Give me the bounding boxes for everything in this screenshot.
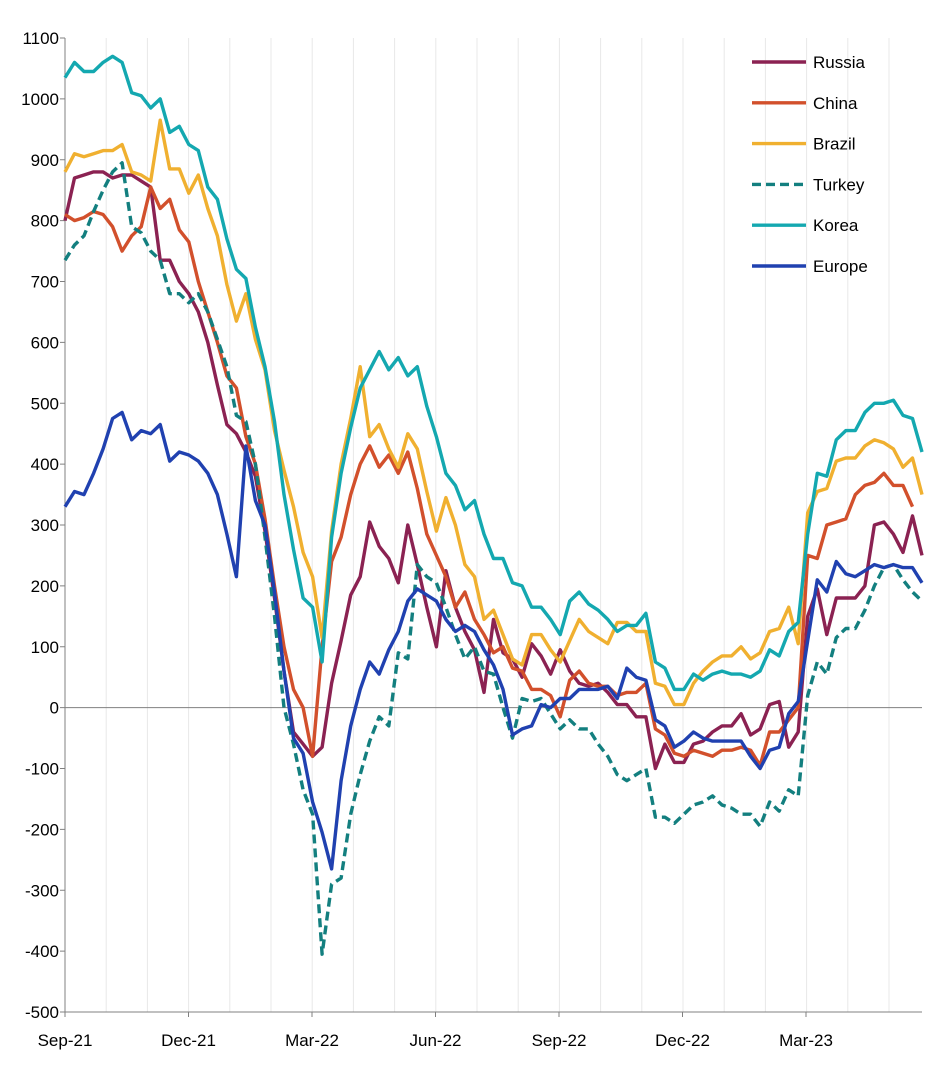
y-axis: 110010009008007006005004003002001000-100…	[21, 29, 922, 1022]
y-tick-label: 600	[31, 333, 59, 352]
series-line-russia	[63, 170, 924, 771]
y-tick-label: 800	[31, 212, 59, 231]
legend-label-turkey: Turkey	[813, 175, 865, 194]
x-tick-label: Dec-21	[161, 1031, 216, 1050]
series-line-europe	[63, 410, 924, 871]
y-tick-label: 300	[31, 516, 59, 535]
series-line-korea	[63, 54, 924, 692]
legend-label-brazil: Brazil	[813, 135, 856, 154]
y-tick-label: 900	[31, 151, 59, 170]
x-tick-label: Dec-22	[655, 1031, 710, 1050]
x-tick-label: Sep-22	[532, 1031, 587, 1050]
legend-label-korea: Korea	[813, 216, 859, 235]
y-tick-label: -500	[25, 1003, 59, 1022]
x-axis: Sep-21 Dec-21 Mar-22 Jun-22 Sep-22 Dec-22 Mar-…	[38, 1011, 922, 1050]
y-tick-label: 1100	[22, 29, 59, 48]
y-tick-label: 400	[31, 455, 59, 474]
y-tick-label: 100	[31, 638, 59, 657]
y-tick-label: 500	[31, 394, 59, 413]
y-tick-label: -400	[25, 942, 59, 961]
y-tick-label: 1000	[21, 90, 59, 109]
legend-label-europe: Europe	[813, 257, 868, 276]
y-tick-label: -300	[25, 881, 59, 900]
legend-label-china: China	[813, 94, 858, 113]
x-tick-label: Jun-22	[410, 1031, 462, 1050]
x-tick-label: Sep-21	[38, 1031, 93, 1050]
series-lines	[63, 54, 924, 956]
legend: Russia China Brazil Turkey Korea Europe	[752, 53, 868, 276]
y-tick-label: -200	[25, 820, 59, 839]
x-tick-label: Mar-23	[779, 1031, 833, 1050]
y-tick-label: 200	[31, 577, 59, 596]
y-tick-label: 0	[50, 699, 59, 718]
series-line-turkey	[63, 161, 924, 956]
y-tick-label: 700	[31, 273, 59, 292]
x-tick-label: Mar-22	[285, 1031, 339, 1050]
legend-label-russia: Russia	[813, 53, 866, 72]
series-line-brazil	[63, 118, 924, 707]
y-tick-label: -100	[25, 760, 59, 779]
series-line-china	[64, 185, 915, 768]
